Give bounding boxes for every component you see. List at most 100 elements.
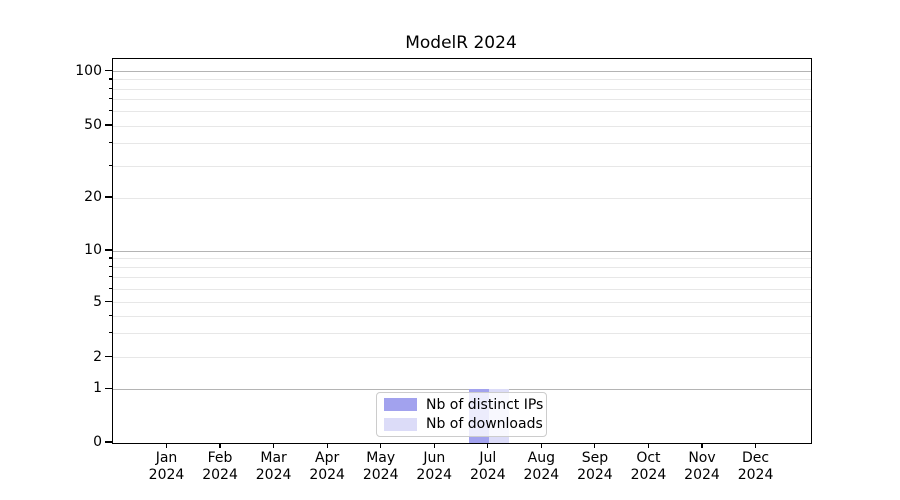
chart-title: ModelR 2024 — [405, 33, 517, 53]
x-tick-label-jan: Jan 2024 — [135, 450, 199, 484]
x-tick-month: May — [366, 450, 396, 466]
x-tick — [487, 443, 489, 448]
x-tick-year: 2024 — [577, 467, 613, 483]
x-tick-label-apr: Apr 2024 — [295, 450, 359, 484]
x-tick-month: Nov — [688, 450, 716, 466]
x-tick-month: Jul — [479, 450, 497, 466]
x-tick-year: 2024 — [469, 467, 506, 483]
y-minor-gridline — [113, 288, 811, 290]
x-tick — [754, 443, 757, 448]
plot-area — [112, 58, 812, 444]
y-minor-tick — [108, 257, 112, 259]
x-tick-month: Jun — [423, 450, 446, 466]
x-tick-year: 2024 — [148, 467, 185, 483]
x-tick — [540, 443, 542, 448]
x-tick — [594, 443, 596, 448]
x-tick-year: 2024 — [202, 467, 238, 483]
x-tick-year: 2024 — [309, 467, 345, 483]
x-tick-year: 2024 — [362, 467, 399, 483]
y-tick-label: 5 — [93, 293, 102, 310]
x-tick-month: Sep — [581, 450, 609, 466]
legend-swatch-distinct-ips — [384, 398, 417, 412]
x-tick-month: Aug — [527, 450, 556, 466]
x-tick-month: Oct — [636, 450, 661, 466]
x-tick — [647, 443, 650, 448]
y-minor-tick — [108, 331, 112, 334]
y-minor-tick — [108, 266, 112, 268]
x-tick-month: Dec — [742, 450, 770, 466]
x-tick-label-oct: Oct 2024 — [616, 450, 680, 484]
y-tick-label: 50 — [84, 117, 102, 133]
legend-label-downloads: Nb of downloads — [426, 416, 543, 433]
x-tick-year: 2024 — [737, 467, 774, 483]
x-tick-label-sep: Sep 2024 — [563, 450, 627, 484]
y-minor-gridline — [113, 258, 811, 260]
y-minor-tick — [108, 276, 112, 278]
y-minor-gridline — [113, 79, 811, 81]
y-tick — [105, 124, 112, 126]
y-tick-label: 2 — [93, 348, 102, 365]
x-tick-label-nov: Nov 2024 — [670, 450, 734, 484]
x-tick-year: 2024 — [255, 467, 292, 483]
x-tick-label-aug: Aug 2024 — [509, 450, 573, 484]
y-tick — [105, 301, 112, 303]
legend-row-distinct-ips: Nb of distinct IPs — [384, 396, 543, 414]
y-minor-gridline — [113, 277, 811, 279]
x-tick — [165, 443, 168, 448]
y-gridline — [113, 388, 811, 390]
x-tick-label-mar: Mar 2024 — [242, 450, 306, 484]
y-minor-tick — [108, 164, 112, 166]
y-minor-gridline — [113, 99, 811, 101]
y-gridline — [113, 197, 811, 199]
y-tick-label: 20 — [84, 189, 102, 205]
y-tick-label: 0 — [93, 434, 102, 450]
x-tick — [701, 443, 703, 448]
y-gridline — [113, 302, 811, 304]
y-gridline — [113, 71, 811, 73]
x-tick-label-dec: Dec 2024 — [724, 450, 788, 484]
y-minor-gridline — [113, 143, 811, 145]
x-tick-label-may: May 2024 — [349, 450, 413, 484]
x-tick-year: 2024 — [684, 467, 720, 483]
y-minor-tick — [108, 110, 112, 112]
legend-label-distinct-ips: Nb of distinct IPs — [426, 396, 544, 413]
y-gridline — [113, 250, 811, 252]
y-tick — [105, 249, 112, 251]
x-tick-month: Apr — [315, 450, 340, 466]
x-tick-year: 2024 — [523, 467, 560, 483]
y-tick-label: 100 — [75, 62, 102, 79]
y-minor-gridline — [113, 332, 811, 334]
x-tick — [433, 443, 435, 448]
legend-box: Nb of distinct IPs Nb of downloads — [376, 392, 547, 437]
y-tick — [105, 441, 112, 443]
y-minor-gridline — [113, 111, 811, 113]
y-minor-gridline — [113, 88, 811, 90]
y-gridline — [113, 357, 811, 359]
x-tick — [273, 443, 275, 448]
x-tick — [219, 443, 221, 448]
x-tick-month: Feb — [207, 450, 233, 466]
y-minor-tick — [108, 87, 112, 89]
x-tick-label-jul: Jul 2024 — [456, 450, 520, 484]
y-minor-tick — [108, 78, 112, 80]
y-minor-gridline — [113, 165, 811, 167]
y-tick-label: 1 — [93, 380, 102, 397]
legend-swatch-downloads — [384, 417, 417, 431]
y-tick — [105, 387, 112, 389]
y-tick — [105, 70, 112, 72]
y-tick — [105, 196, 112, 198]
x-tick-label-feb: Feb 2024 — [188, 450, 252, 484]
y-minor-tick — [108, 314, 112, 316]
x-tick — [380, 443, 382, 448]
x-tick-month: Mar — [260, 450, 287, 466]
y-tick-label: 10 — [84, 242, 102, 258]
y-minor-tick — [108, 287, 112, 289]
legend-row-downloads: Nb of downloads — [384, 416, 543, 434]
y-gridline — [113, 125, 811, 127]
x-tick-label-jun: Jun 2024 — [402, 450, 466, 484]
x-tick-month: Jan — [155, 450, 178, 466]
y-minor-tick — [108, 142, 112, 144]
y-minor-gridline — [113, 267, 811, 269]
x-tick-year: 2024 — [416, 467, 453, 483]
